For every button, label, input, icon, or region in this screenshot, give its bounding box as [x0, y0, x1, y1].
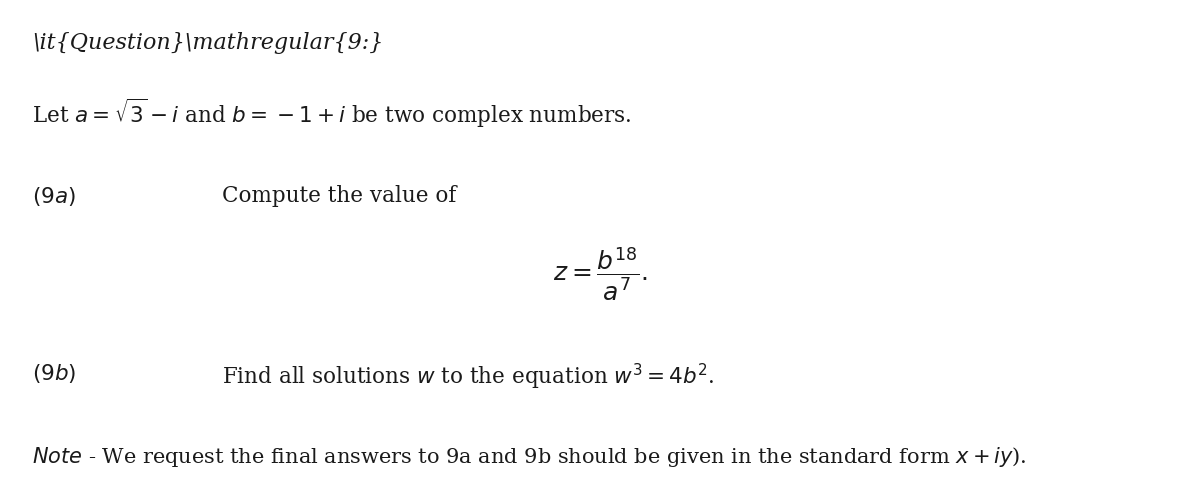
Text: $(9a)$: $(9a)$ — [32, 185, 76, 208]
Text: $(9b)$: $(9b)$ — [32, 362, 77, 385]
Text: \it{Question}\mathregular{9:}: \it{Question}\mathregular{9:} — [32, 32, 384, 53]
Text: Compute the value of: Compute the value of — [222, 185, 456, 207]
Text: $z = \dfrac{b^{18}}{a^7}.$: $z = \dfrac{b^{18}}{a^7}.$ — [552, 246, 648, 303]
Text: $\it{Note}$ - We request the final answers to 9a and 9b should be given in the s: $\it{Note}$ - We request the final answe… — [32, 445, 1027, 469]
Text: Find all solutions $w$ to the equation $w^3 = 4b^2$.: Find all solutions $w$ to the equation $… — [222, 362, 715, 392]
Text: Let $a = \sqrt{3} - i$ and $b = -1 + i$ be two complex numbers.: Let $a = \sqrt{3} - i$ and $b = -1 + i$ … — [32, 97, 632, 131]
